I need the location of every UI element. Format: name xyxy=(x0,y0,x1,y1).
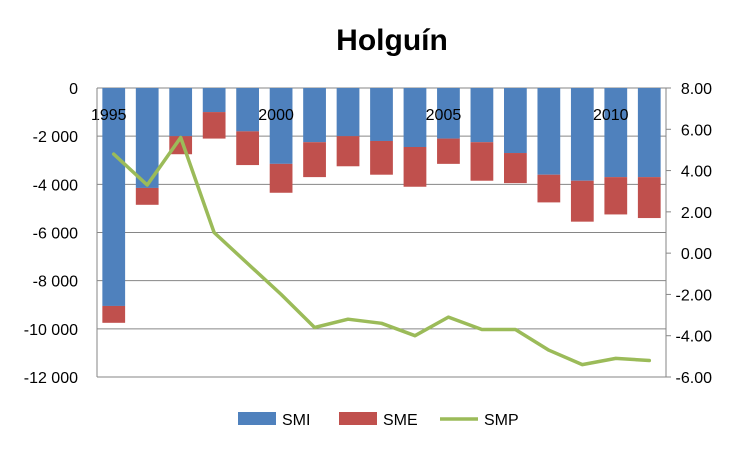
bar-smi-2003 xyxy=(370,88,393,141)
right-axis-ticks: 8.00 6.00 4.00 2.00 0.00 -2.00 -4.00 -6.00 xyxy=(666,81,712,387)
legend-swatch-sme xyxy=(339,412,377,425)
left-tick-label: -12 000 xyxy=(24,370,78,387)
smp-line xyxy=(111,135,652,367)
left-axis-ticks: 0 -2 000 -4 000 -6 000 -8 000 -10 000 -12 000 xyxy=(24,81,78,387)
bar-smi-1998 xyxy=(202,88,226,113)
x-tick-label: 1995 xyxy=(91,107,127,124)
bar-sme-2007 xyxy=(504,153,527,184)
bar-smi-2006 xyxy=(470,88,494,143)
right-tick-label: -4.00 xyxy=(676,329,713,346)
bar-sme-1999 xyxy=(236,131,259,166)
chart-title: Holguín xyxy=(336,24,448,57)
bar-sme-1996 xyxy=(135,187,159,205)
left-tick-label: -10 000 xyxy=(24,322,78,339)
bar-sme-2008 xyxy=(537,174,561,203)
bar-smi-2009 xyxy=(570,88,594,181)
x-tick-label: 2010 xyxy=(593,107,629,124)
bar-sme-2004 xyxy=(403,147,427,187)
bar-smi-2001 xyxy=(303,88,326,143)
legend: SMI SME SMP xyxy=(238,412,519,429)
bar-sme-1995 xyxy=(102,305,126,323)
right-tick-label: 4.00 xyxy=(681,164,712,181)
left-tick-label: -4 000 xyxy=(33,177,78,194)
bar-smi-1996 xyxy=(135,88,159,188)
bars xyxy=(102,88,661,323)
bar-sme-2001 xyxy=(303,142,326,178)
bar-sme-2003 xyxy=(370,140,393,175)
legend-swatch-smi xyxy=(238,412,276,425)
legend-label-sme: SME xyxy=(383,412,418,429)
bar-sme-2000 xyxy=(269,163,293,193)
x-tick-label: 2005 xyxy=(426,107,462,124)
left-tick-label: -2 000 xyxy=(33,129,78,146)
bar-smi-2002 xyxy=(336,88,360,137)
right-tick-label: 2.00 xyxy=(681,205,712,222)
x-axis-ticks: 1995 2000 2005 2010 xyxy=(91,107,629,124)
bar-smi-2004 xyxy=(403,88,427,148)
bar-smi-1995 xyxy=(102,88,126,306)
bar-smi-2008 xyxy=(537,88,561,175)
left-tick-label: 0 xyxy=(69,81,78,98)
bar-sme-2002 xyxy=(336,136,360,167)
bar-smi-2010 xyxy=(604,88,628,178)
bar-smi-2000 xyxy=(269,88,293,164)
bar-sme-2005 xyxy=(437,138,460,164)
right-tick-label: 0.00 xyxy=(681,246,712,263)
x-tick-label: 2000 xyxy=(258,107,294,124)
left-tick-label: -8 000 xyxy=(33,274,78,291)
bar-sme-2009 xyxy=(570,180,594,222)
legend-label-smi: SMI xyxy=(282,412,310,429)
right-tick-label: -6.00 xyxy=(676,370,713,387)
right-tick-label: -2.00 xyxy=(676,287,713,304)
bar-smi-1999 xyxy=(236,88,259,132)
bar-smi-2007 xyxy=(504,88,527,154)
left-tick-label: -6 000 xyxy=(33,226,78,243)
bar-sme-2010 xyxy=(604,177,628,215)
bar-smi-2011 xyxy=(637,88,661,178)
bar-sme-1998 xyxy=(202,112,226,139)
right-tick-label: 6.00 xyxy=(681,122,712,139)
right-tick-label: 8.00 xyxy=(681,81,712,98)
legend-label-smp: SMP xyxy=(484,412,519,429)
bar-sme-2006 xyxy=(470,142,494,181)
bar-smi-1997 xyxy=(169,88,193,137)
bar-smi-2005 xyxy=(437,88,460,139)
bar-sme-2011 xyxy=(637,177,661,219)
